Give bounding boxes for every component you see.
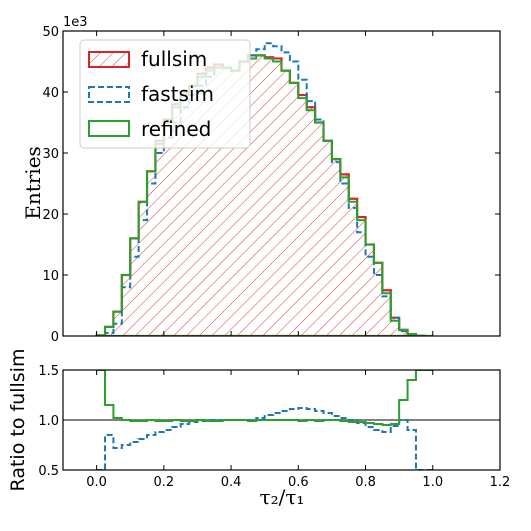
ratio-panel: 0.5 1.0 1.5 0.0 0.2 0.4 0.6 0.8 1.0 1.2 Ratio to…: [7, 349, 510, 509]
main-ytick-label: 50: [42, 25, 59, 40]
xtick-label: 1.2: [490, 475, 511, 490]
ratio-ytick-label: 0.5: [38, 464, 59, 479]
main-axes-frame: [62, 30, 501, 337]
main-ytick-label: 30: [42, 147, 59, 162]
main-ytick-label: 0: [51, 330, 59, 345]
main-ytick-label: 40: [42, 86, 59, 101]
histogram-panel: 0 10 20 30 40 50 1e3 Entries fullsim fastsim …: [21, 15, 501, 345]
legend-label-fullsim: fullsim: [141, 47, 207, 71]
xtick-label: 0.6: [288, 475, 309, 490]
y-offset-text: 1e3: [63, 15, 88, 30]
legend-swatch-refined: [88, 120, 130, 137]
main-y-axis-label: Entries: [21, 146, 45, 220]
legend: fullsim fastsim refined: [79, 39, 251, 149]
xtick-label: 0.2: [154, 475, 175, 490]
legend-label-fastsim: fastsim: [141, 82, 214, 106]
ratio-series-refined: [96, 370, 433, 426]
legend-label-refined: refined: [141, 117, 211, 141]
x-axis-label: τ₂/τ₁: [260, 485, 305, 509]
ratio-ytick-label: 1.0: [38, 414, 59, 429]
series-fastsim: [96, 42, 433, 336]
series-refined: [95, 54, 433, 336]
ratio-y-axis-label: Ratio to fullsim: [7, 349, 29, 492]
main-ytick-label: 20: [42, 208, 59, 223]
xtick-label: 1.0: [422, 475, 443, 490]
xtick-label: 0.0: [86, 475, 107, 490]
main-ytick-label: 10: [42, 269, 59, 284]
xtick-label: 0.4: [221, 475, 242, 490]
ratio-series-fastsim: [96, 407, 433, 470]
ratio-ytick-label: 1.5: [38, 364, 59, 379]
legend-swatch-fastsim: [88, 86, 130, 103]
xtick-label: 0.8: [355, 475, 376, 490]
legend-swatch-fullsim: [88, 51, 130, 68]
